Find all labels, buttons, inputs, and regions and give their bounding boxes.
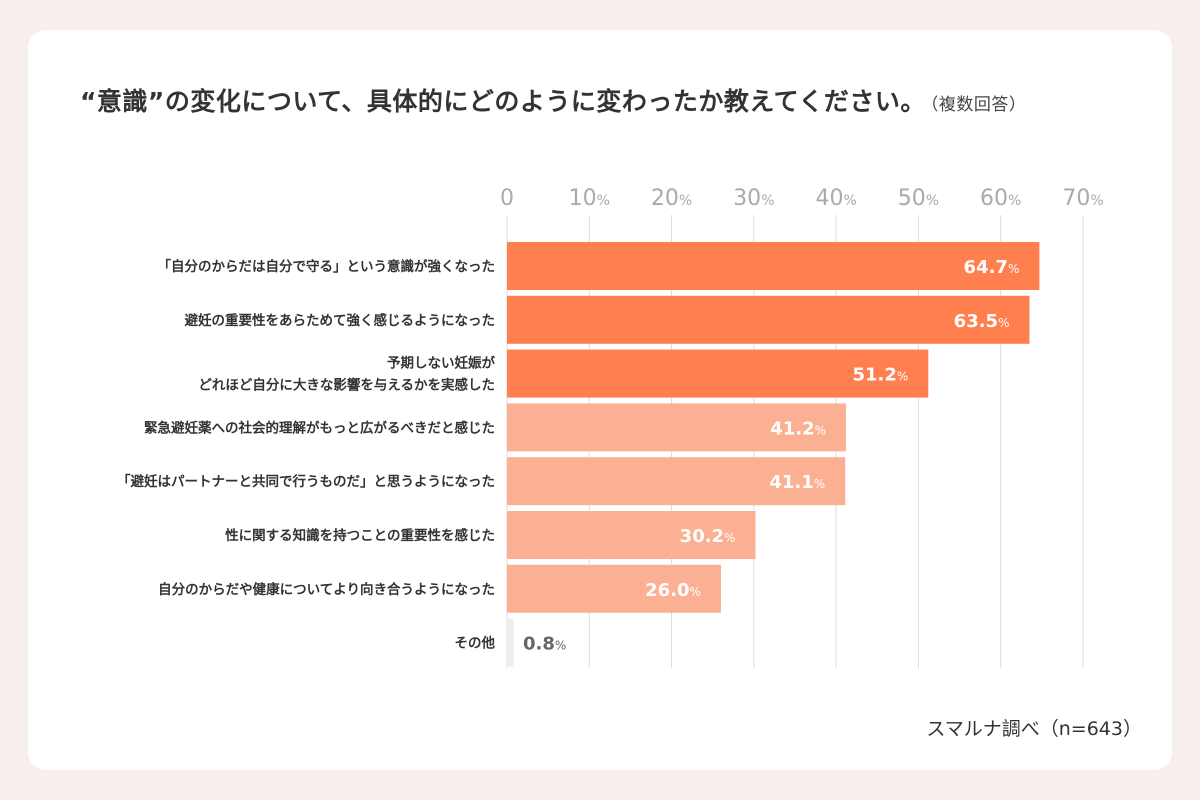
value-label: 63.5% xyxy=(954,311,1010,332)
value-label: 41.2% xyxy=(770,418,826,439)
chart-card xyxy=(28,30,1172,770)
category-label: 予期しない妊娠がどれほど自分に大きな影響を与えるかを実感した xyxy=(198,355,495,394)
bar xyxy=(507,349,929,398)
x-tick-label: 40% xyxy=(815,186,856,211)
bar xyxy=(507,511,756,559)
title-text: “意識”の変化について、具体的にどのように変わったか教えてください。 xyxy=(80,87,926,116)
source-note: スマルナ調べ（n=643） xyxy=(926,718,1142,740)
x-tick-label: 20% xyxy=(651,186,692,211)
x-tick-label: 50% xyxy=(898,186,939,211)
chart-title: “意識”の変化について、具体的にどのように変わったか教えてください。 （複数回答） xyxy=(80,82,1026,118)
category-label: その他 xyxy=(455,635,496,652)
bar xyxy=(507,457,846,506)
x-tick-label: 70% xyxy=(1062,186,1103,211)
value-label: 64.7% xyxy=(964,257,1020,278)
bar xyxy=(507,295,1030,344)
category-label: 緊急避妊薬への社会的理解がもっと広がるべきだと感じた xyxy=(144,419,495,436)
value-label: 0.8% xyxy=(523,634,566,655)
x-tick-label: 10% xyxy=(569,186,610,211)
category-label: 自分のからだや健康についてより向き合うようになった xyxy=(158,581,495,598)
category-label: 「自分のからだは自分で守る」という意識が強くなった xyxy=(158,258,496,275)
bar xyxy=(507,618,514,667)
x-tick-label: 0 xyxy=(500,186,514,211)
bar xyxy=(507,242,1040,290)
value-label: 51.2% xyxy=(852,365,908,386)
value-label: 41.1% xyxy=(769,472,825,493)
category-label: 性に関する知識を持つことの重要性を感じた xyxy=(225,527,495,544)
x-tick-label: 60% xyxy=(980,186,1021,211)
chart-subtitle: （複数回答） xyxy=(929,95,1027,115)
bar xyxy=(507,564,721,613)
bar xyxy=(507,403,847,452)
category-label: 避妊の重要性をあらためて強く感じるようになった xyxy=(185,312,496,329)
value-label: 26.0% xyxy=(645,580,701,601)
category-label: 「避妊はパートナーと共同で行うものだ」と思うようになった xyxy=(117,473,495,490)
x-tick-label: 30% xyxy=(733,186,774,211)
value-label: 30.2% xyxy=(680,526,736,547)
